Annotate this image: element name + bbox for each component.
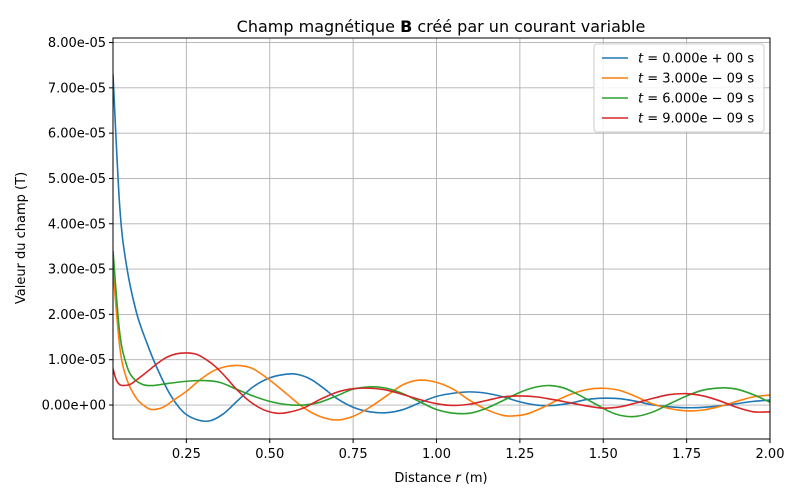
x-tick-label: 2.00 (756, 447, 785, 462)
x-tick-label: 1.50 (589, 447, 618, 462)
y-tick-label: 8.00e-05 (48, 36, 106, 51)
legend-box (593, 43, 765, 133)
x-tick-label: 0.75 (339, 447, 368, 462)
series-line-3 (113, 352, 770, 415)
y-axis-ticks: 0.00e+00 1.00e-05 2.00e-05 3.00e-05 4.00e-05… (42, 36, 113, 414)
y-tick-label: 2.00e-05 (48, 308, 106, 323)
x-tick-label: 1.75 (672, 447, 701, 462)
x-tick-label: 0.50 (255, 447, 284, 462)
chart-title: Champ magnétique B créé par un courant v… (237, 17, 646, 36)
legend-entry: t = 9.000e − 09 s (638, 112, 754, 127)
legend-entry: t = 0.000e + 00 s (638, 52, 754, 67)
legend-entry: t = 3.000e − 09 s (638, 72, 754, 87)
y-tick-label: 5.00e-05 (48, 172, 106, 187)
y-tick-label: 6.00e-05 (48, 127, 106, 142)
y-axis-label: Valeur du champ (T) (14, 172, 29, 304)
y-tick-label: 3.00e-05 (48, 263, 106, 278)
series-lines (113, 74, 770, 423)
y-tick-label: 4.00e-05 (48, 217, 106, 232)
series-line-2 (113, 250, 770, 418)
y-tick-label: 7.00e-05 (48, 81, 106, 96)
x-tick-label: 1.00 (422, 447, 451, 462)
x-axis-ticks: 0.25 0.50 0.75 1.00 1.25 1.50 1.75 2.00 (172, 439, 785, 462)
series-line-0 (113, 74, 770, 423)
x-tick-label: 0.25 (172, 447, 201, 462)
plot-frame (112, 37, 771, 440)
legend: t = 0.000e + 00 s t = 3.000e − 09 s t = 6.… (593, 43, 765, 133)
x-tick-label: 1.25 (505, 447, 534, 462)
legend-entry: t = 6.000e − 09 s (638, 92, 754, 107)
y-tick-label: 1.00e-05 (48, 353, 106, 368)
x-axis-label: Distance r (m) (394, 471, 487, 486)
y-tick-label: 0.00e+00 (42, 399, 106, 414)
